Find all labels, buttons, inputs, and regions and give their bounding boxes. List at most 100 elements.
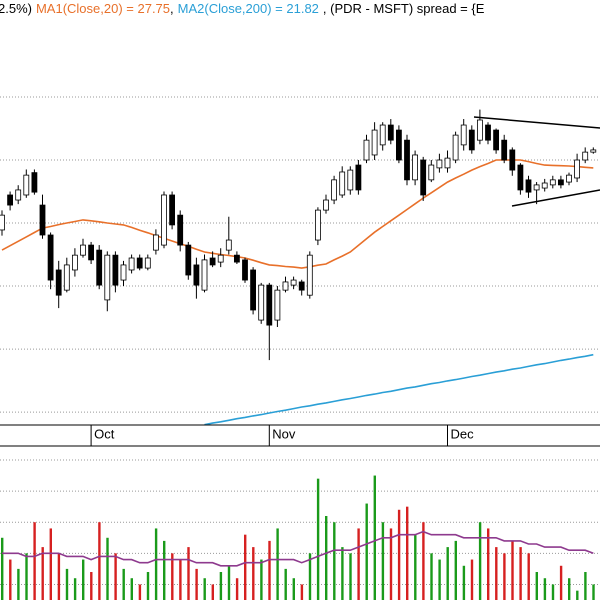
volume-bar (106, 537, 109, 600)
moving-average-line (1, 159, 594, 269)
volume-bar (171, 553, 174, 600)
x-tick-label: Dec (451, 426, 475, 441)
volume-bar (114, 553, 117, 600)
volume-bar (341, 547, 344, 600)
volume-bar (422, 522, 425, 600)
header-part: , (170, 1, 174, 16)
candle-body (582, 151, 589, 161)
candle-body (355, 164, 362, 191)
candle-body (88, 244, 94, 261)
trend-line (511, 189, 600, 207)
volume-bar (300, 584, 304, 600)
volume-bar (576, 590, 579, 600)
candle-body (136, 257, 143, 269)
volume-bar (73, 578, 77, 600)
candle-body (112, 254, 119, 286)
volume-bar (592, 584, 595, 600)
volume-bar (98, 522, 101, 600)
header-part: 2.5%) (0, 1, 32, 16)
candle-body (31, 172, 38, 193)
volume-bar (478, 522, 482, 600)
volume-bar (308, 553, 312, 600)
candle-body (566, 174, 572, 183)
volume-bar (203, 578, 206, 600)
volume-bar (82, 559, 85, 600)
candle-body (258, 284, 265, 321)
candle-body (314, 209, 321, 241)
candle-body (47, 234, 54, 281)
volume-bar (381, 522, 385, 600)
candle-body (460, 124, 467, 146)
volume-bar (57, 553, 61, 600)
volume-bar (535, 572, 538, 600)
moving-average-line (204, 353, 594, 425)
x-tick-label: Nov (272, 426, 296, 441)
volume-bar (179, 559, 182, 600)
volume-bar (462, 565, 466, 600)
candle-body (468, 129, 475, 151)
candle-body (306, 254, 313, 296)
candle-body (541, 182, 548, 189)
candle-body (15, 189, 22, 201)
candle-body (185, 244, 192, 276)
volume-bar (503, 553, 506, 600)
volume-bar (163, 540, 166, 600)
candle-body (533, 184, 540, 191)
candle-body (250, 269, 257, 311)
candle-body (452, 134, 459, 161)
volume-bar (446, 547, 449, 600)
candle-body (161, 194, 167, 246)
volume-bar (414, 534, 417, 600)
volume-bar (17, 568, 20, 600)
candle-body (290, 279, 297, 286)
volume-bar (187, 547, 190, 600)
volume-bar (146, 572, 150, 600)
volume-bar (438, 559, 441, 600)
candle-body (387, 124, 394, 141)
volume-bar (389, 528, 393, 600)
volume-bar (559, 565, 563, 600)
candle-body (7, 194, 13, 206)
candle-body (104, 254, 111, 301)
volume-bar (235, 578, 239, 600)
candle-body (509, 149, 516, 171)
candle-body (23, 174, 30, 196)
volume-bar (9, 559, 12, 600)
volume-bar (33, 522, 36, 600)
volume-bar (276, 528, 279, 600)
volume-bar (1, 537, 4, 600)
volume-bar (519, 547, 522, 600)
candle-body (558, 179, 564, 186)
candle-body (209, 257, 216, 266)
candle-body (331, 179, 338, 201)
volume-bar (365, 503, 368, 600)
candle-body (339, 171, 346, 196)
candle-body (501, 139, 508, 161)
header: 2.5%) MA1(Close,20) = 27.75, MA2(Close,200… (0, 1, 485, 16)
candle-body (379, 124, 386, 146)
candle-body (217, 254, 224, 263)
candle-body (428, 164, 435, 181)
candle-body (63, 264, 70, 291)
candle-body (177, 214, 184, 246)
volume-bar (219, 572, 223, 600)
trend-line (473, 116, 600, 129)
header-part: , (PDR - MSFT) spread = {E (323, 1, 485, 16)
candle-body (347, 169, 354, 191)
volume-bar (41, 547, 44, 600)
volume-bar (65, 568, 69, 600)
candle-body (590, 149, 597, 153)
candle-body (420, 159, 427, 196)
volume-bar (430, 553, 433, 600)
volume-bar (511, 540, 514, 600)
volume-bar (122, 568, 125, 600)
volume-bar (316, 478, 320, 600)
candle-body (128, 257, 135, 271)
volume-bar (543, 578, 547, 600)
candle-body (363, 139, 370, 161)
candle-body (55, 269, 62, 296)
candle-body (525, 179, 532, 193)
candle-body (225, 239, 232, 251)
candle-body (444, 157, 451, 169)
